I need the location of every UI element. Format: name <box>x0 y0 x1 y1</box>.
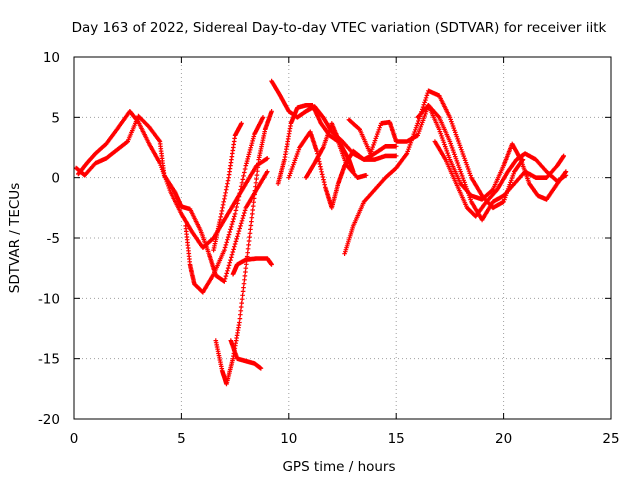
series-arc-7 <box>230 256 274 277</box>
series-arc-9 <box>275 103 369 186</box>
x-tick-label: 10 <box>280 431 297 447</box>
series-arc-4 <box>211 121 244 253</box>
x-tick-label: 5 <box>177 431 186 447</box>
plus-marker-trace <box>432 139 569 219</box>
series-arc-14 <box>415 103 569 202</box>
y-tick-label: -5 <box>47 231 60 247</box>
series-arc-2 <box>73 113 270 284</box>
plus-marker-trace <box>228 338 264 371</box>
axis-ticks: 0 5 10 15 20 25 -20 -15 -10 -5 0 5 10 <box>38 50 620 447</box>
plus-marker-trace <box>303 121 356 180</box>
x-tick-label: 0 <box>70 431 79 447</box>
plus-marker-trace <box>73 113 270 284</box>
y-tick-label: 0 <box>51 171 60 187</box>
y-tick-label: -15 <box>38 352 60 368</box>
x-tick-label: 20 <box>495 431 512 447</box>
y-tick-label: -20 <box>38 412 60 428</box>
plus-marker-trace <box>183 115 266 295</box>
series-arc-15 <box>432 139 569 219</box>
y-tick-label: 10 <box>43 50 60 66</box>
x-axis-label: GPS time / hours <box>282 459 395 475</box>
series-arc-11 <box>303 121 356 180</box>
x-tick-label: 15 <box>388 431 405 447</box>
plus-marker-trace <box>230 256 274 277</box>
grid-lines <box>74 57 611 419</box>
plus-marker-trace <box>275 103 369 186</box>
plus-marker-trace <box>346 103 566 223</box>
series-arc-10 <box>286 129 399 211</box>
y-axis-label: SDTVAR / TECUs <box>7 183 23 293</box>
series-arc-6 <box>228 338 264 371</box>
y-tick-label: 5 <box>51 110 60 126</box>
plus-marker-trace <box>286 129 399 211</box>
chart-title: Day 163 of 2022, Sidereal Day-to-day VTE… <box>72 20 607 36</box>
x-tick-label: 25 <box>602 431 619 447</box>
y-tick-label: -10 <box>38 291 60 307</box>
series-arc-5 <box>213 109 274 387</box>
plus-marker-trace <box>415 103 569 202</box>
plus-marker-trace <box>213 109 274 387</box>
series-arc-13 <box>346 103 566 223</box>
series-arc-3 <box>183 115 266 295</box>
plus-marker-trace <box>211 121 244 253</box>
data-marks <box>73 78 569 387</box>
